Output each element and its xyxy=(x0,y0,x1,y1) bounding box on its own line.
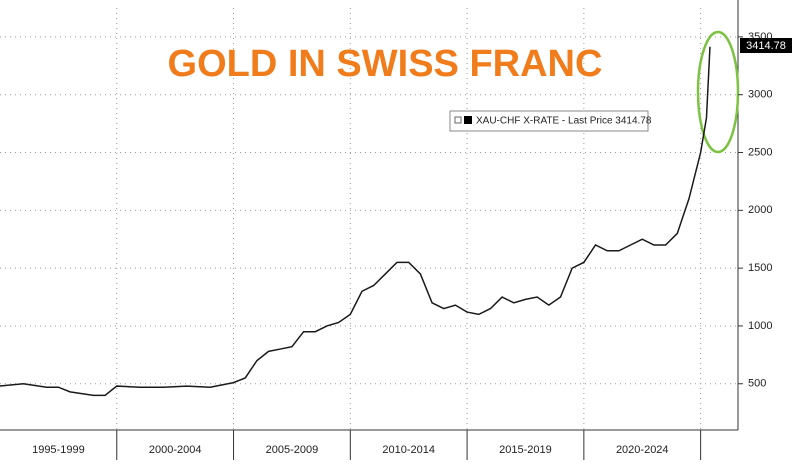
y-tick-label: 3500 xyxy=(748,31,772,43)
highlight-ellipse xyxy=(696,30,740,154)
y-tick-label: 2500 xyxy=(748,146,772,158)
legend-swatch xyxy=(464,116,472,124)
y-tick-label: 500 xyxy=(748,378,766,390)
x-tick-label: 2010-2014 xyxy=(382,444,435,456)
last-price-tag xyxy=(740,38,792,53)
x-tick-label: 2015-2019 xyxy=(499,444,552,456)
y-tick-label: 2000 xyxy=(748,204,772,216)
legend: XAU-CHF X-RATE - Last Price 3414.78 xyxy=(449,110,652,132)
y-tick-label: 1000 xyxy=(748,320,772,332)
price-line xyxy=(0,46,711,397)
last-price-label: 3414.78 xyxy=(746,40,786,52)
chart-title: GOLD IN SWISS FRANC xyxy=(168,43,603,85)
legend-toggle xyxy=(454,116,462,124)
x-tick-label: 2020-2024 xyxy=(616,444,669,456)
legend-box xyxy=(449,110,649,132)
y-tick-label: 3000 xyxy=(748,89,772,101)
y-tick-label: 1500 xyxy=(748,262,772,274)
x-tick-label: 2005-2009 xyxy=(266,444,319,456)
legend-label: XAU-CHF X-RATE - Last Price 3414.78 xyxy=(476,116,652,127)
x-tick-label: 2000-2004 xyxy=(149,444,202,456)
x-tick-label: 1995-1999 xyxy=(32,444,85,456)
